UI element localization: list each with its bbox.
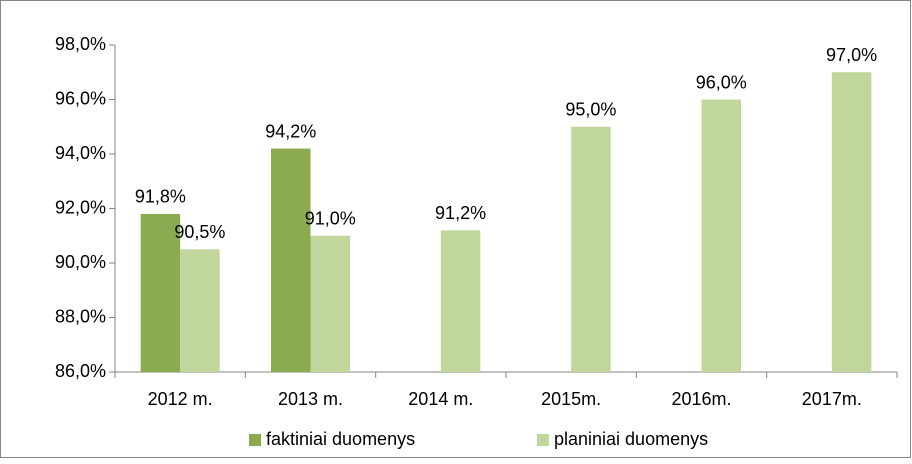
legend-swatch [537, 434, 549, 446]
y-tick-label: 88,0% [55, 306, 106, 326]
value-label: 94,2% [265, 121, 316, 141]
value-label: 96,0% [696, 72, 747, 92]
value-label: 91,0% [305, 209, 356, 229]
bar [831, 72, 872, 372]
y-tick-label: 92,0% [55, 197, 106, 217]
x-tick-label: 2012 m. [148, 389, 213, 409]
x-tick-label: 2015m. [541, 389, 601, 409]
x-tick-label: 2013 m. [278, 389, 343, 409]
legend-label: faktiniai duomenys [266, 429, 415, 449]
y-tick-label: 98,0% [55, 34, 106, 54]
y-tick-label: 94,0% [55, 143, 106, 163]
bar [140, 213, 181, 372]
legend-label: planiniai duomenys [554, 429, 708, 449]
bar [440, 230, 481, 372]
legend-swatch [249, 434, 261, 446]
bar [571, 126, 611, 372]
value-label: 91,2% [435, 203, 486, 223]
y-tick-label: 90,0% [55, 252, 106, 272]
y-tick-label: 86,0% [55, 361, 106, 381]
bar [271, 148, 311, 372]
value-label: 90,5% [174, 222, 225, 242]
value-label: 95,0% [565, 100, 616, 120]
value-label: 91,8% [135, 187, 186, 207]
x-tick-label: 2017m. [802, 389, 862, 409]
x-tick-label: 2016m. [671, 389, 731, 409]
bar [701, 99, 741, 372]
bar [310, 235, 350, 372]
bar [180, 249, 220, 372]
x-tick-label: 2014 m. [408, 389, 473, 409]
y-tick-label: 96,0% [55, 88, 106, 108]
value-label: 97,0% [826, 45, 877, 65]
